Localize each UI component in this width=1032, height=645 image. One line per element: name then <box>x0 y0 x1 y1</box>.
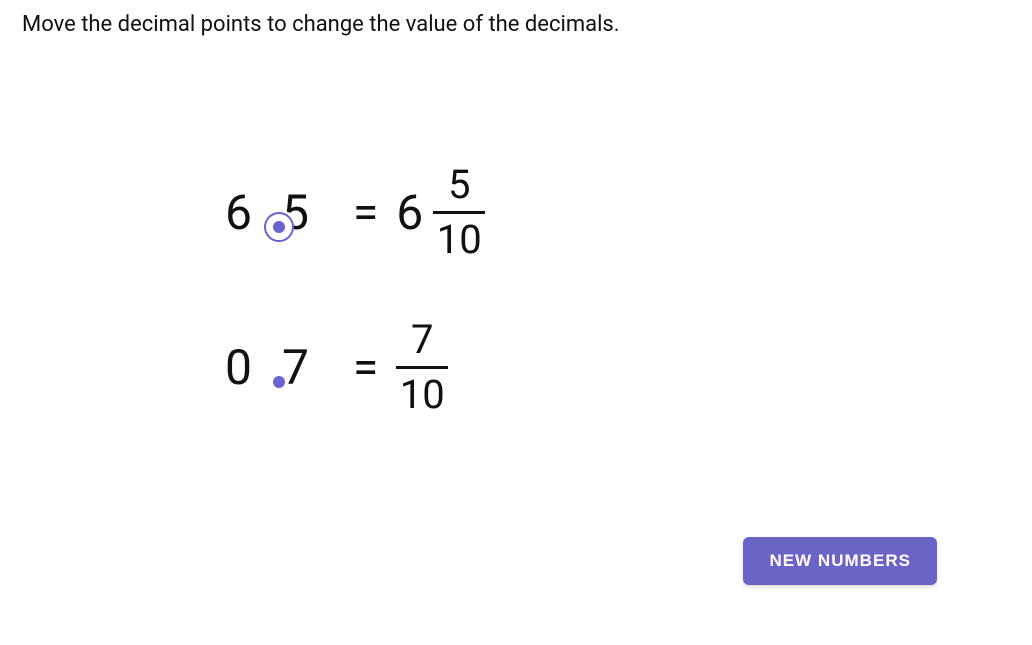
decimal-point-handle-1[interactable] <box>264 212 294 242</box>
equals-sign: = <box>353 186 378 240</box>
new-numbers-button[interactable]: NEW NUMBERS <box>743 537 937 585</box>
digit: 6 <box>225 189 252 237</box>
denominator: 10 <box>437 220 482 260</box>
fraction: 7 10 <box>396 320 448 415</box>
instruction-text: Move the decimal points to change the va… <box>22 12 620 37</box>
decimal-dot-selected-icon <box>264 212 294 242</box>
page: Move the decimal points to change the va… <box>0 0 1032 645</box>
fraction-bar <box>433 211 485 214</box>
mixed-number-1: 6 5 10 <box>396 165 485 260</box>
digit: 0 <box>225 344 252 392</box>
decimal-dot-icon <box>273 376 285 388</box>
denominator: 10 <box>400 375 445 415</box>
numerator: 7 <box>411 320 433 360</box>
numerator: 5 <box>448 165 470 205</box>
problem-row-2: 0 7 = 7 10 <box>225 320 448 415</box>
fraction-bar <box>396 366 448 369</box>
equals-sign: = <box>353 341 378 395</box>
decimal-point-handle-2[interactable] <box>264 367 294 397</box>
fraction-only-2: 7 10 <box>396 320 448 415</box>
whole-part: 6 <box>396 184 423 241</box>
fraction: 5 10 <box>433 165 485 260</box>
decimal-dot-inner-icon <box>273 221 285 233</box>
